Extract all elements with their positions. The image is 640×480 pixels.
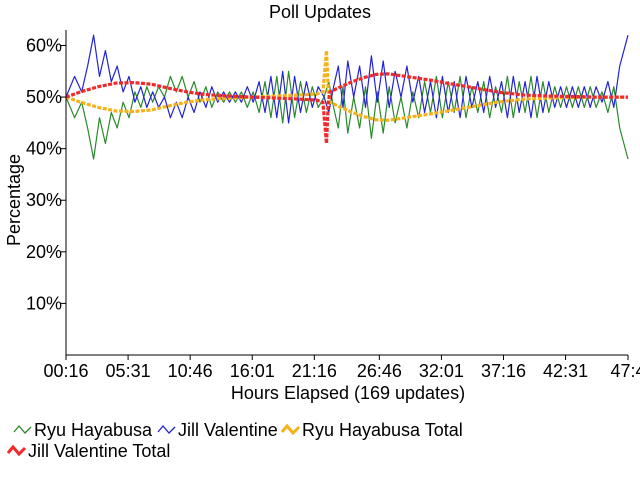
- y-tick-label: 10%: [26, 293, 62, 313]
- x-tick-label: 32:01: [419, 361, 464, 381]
- series-line-jill-valentine-total: [65, 72, 628, 146]
- x-ticks: 00:16 05:31 10:46 16:01 21:16 26:46 32:01 37:16…: [43, 355, 640, 381]
- x-tick-label: 16:01: [230, 361, 275, 381]
- y-ticks: 10% 20% 30% 40% 50% 60%: [26, 35, 66, 313]
- y-tick-label: 20%: [26, 242, 62, 262]
- legend-swatch-jill-valentine-total: [6, 444, 27, 457]
- x-tick-label: 42:31: [543, 361, 588, 381]
- x-tick-label: 00:16: [43, 361, 88, 381]
- y-tick-label: 30%: [26, 190, 62, 210]
- chart-title: Poll Updates: [269, 2, 371, 22]
- legend-swatch-jill-valentine: [157, 424, 176, 434]
- series-line-ryu-hayabusa-total: [65, 48, 628, 122]
- x-tick-label: 10:46: [168, 361, 213, 381]
- y-tick-label: 40%: [26, 139, 62, 159]
- legend-label-ryu-hayabusa: Ryu Hayabusa: [34, 420, 153, 440]
- legend-label-ryu-hayabusa-total: Ryu Hayabusa Total: [302, 420, 463, 440]
- legend-label-jill-valentine-total: Jill Valentine Total: [28, 441, 170, 461]
- x-tick-label: 37:16: [481, 361, 526, 381]
- y-tick-label: 60%: [26, 35, 62, 55]
- x-tick-label: 47:4: [610, 361, 640, 381]
- x-tick-label: 05:31: [106, 361, 151, 381]
- legend: Ryu Hayabusa Jill Valentine Ryu Hayabusa T…: [6, 420, 463, 461]
- x-tick-label: 21:16: [292, 361, 337, 381]
- legend-label-jill-valentine: Jill Valentine: [178, 420, 278, 440]
- y-axis-label: Percentage: [4, 154, 24, 246]
- y-tick-label: 50%: [26, 87, 62, 107]
- x-tick-label: 26:46: [357, 361, 402, 381]
- legend-swatch-ryu-hayabusa-total: [280, 423, 301, 436]
- x-axis-label: Hours Elapsed (169 updates): [231, 383, 465, 403]
- series-layer: [65, 34, 629, 160]
- legend-swatch-ryu-hayabusa: [13, 424, 32, 434]
